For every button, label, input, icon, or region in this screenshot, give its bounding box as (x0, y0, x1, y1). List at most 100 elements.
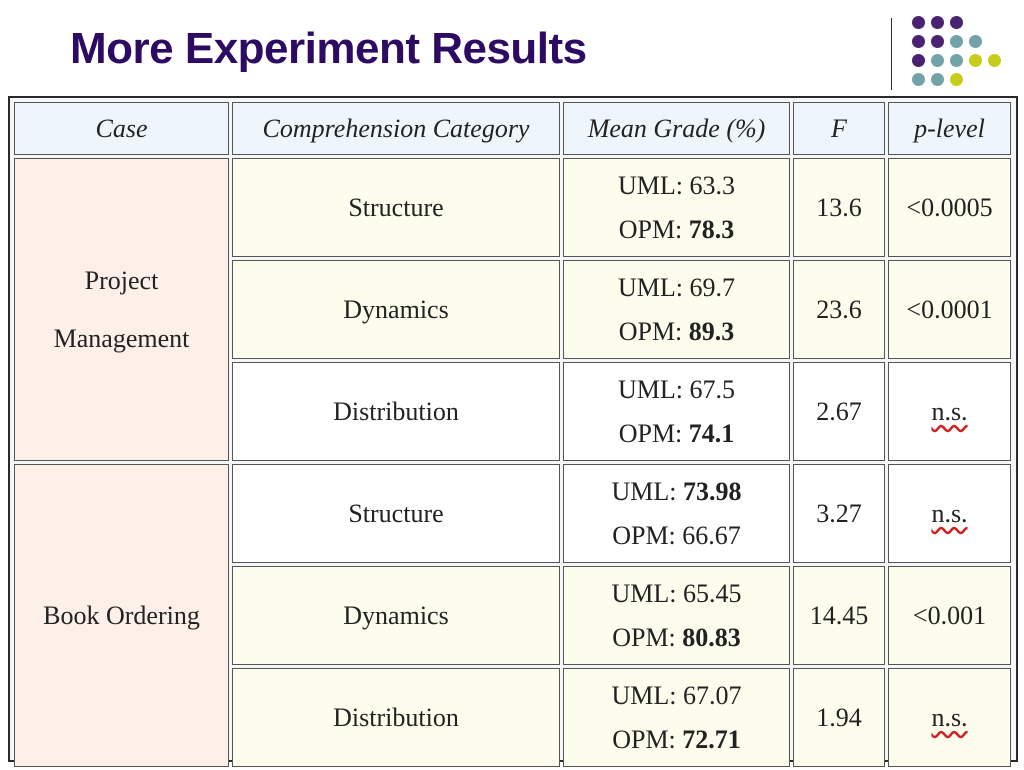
decor-dot (950, 16, 963, 29)
decor-dot (969, 35, 982, 48)
mean-grade-cell: UML: 65.45 OPM: 80.83 (563, 566, 790, 665)
uml-grade-line: UML: 67.07 (564, 674, 789, 718)
category-cell: Distribution (232, 362, 560, 461)
decor-dot (931, 54, 944, 67)
mean-grade-cell: UML: 67.07 OPM: 72.71 (563, 668, 790, 767)
decor-dot (912, 35, 925, 48)
opm-value: 66.67 (682, 520, 741, 550)
mean-grade-cell: UML: 67.5 OPM: 74.1 (563, 362, 790, 461)
slide-title: More Experiment Results (70, 24, 587, 73)
uml-grade-line: UML: 67.5 (564, 368, 789, 412)
decor-dot (912, 73, 925, 86)
case-name-line2: Management (53, 323, 190, 353)
f-value-cell: 14.45 (793, 566, 885, 665)
p-level-cell: <0.001 (888, 566, 1011, 665)
uml-label: UML: (618, 272, 690, 302)
uml-grade-line: UML: 69.7 (564, 266, 789, 310)
uml-grade-line: UML: 65.45 (564, 572, 789, 616)
uml-value: 67.5 (689, 374, 736, 404)
table-row: Project Management Structure UML: 63.3 OPM: … (14, 158, 1011, 461)
p-level-cell: n.s. (888, 668, 1011, 767)
p-level-value: n.s. (931, 498, 968, 528)
uml-value: 73.98 (683, 476, 742, 506)
decor-dot (988, 54, 1001, 67)
header-f: F (793, 102, 885, 155)
opm-label: OPM: (618, 418, 689, 448)
case-name-cell: Book Ordering (14, 464, 229, 767)
category-cell: Structure (232, 158, 560, 257)
mean-grade-cell: UML: 63.3 OPM: 78.3 (563, 158, 790, 257)
f-value-cell: 3.27 (793, 464, 885, 563)
uml-value: 69.7 (689, 272, 736, 302)
p-level-value: <0.0001 (906, 294, 993, 324)
mean-grade-cell: UML: 69.7 OPM: 89.3 (563, 260, 790, 359)
f-value-cell: 23.6 (793, 260, 885, 359)
p-level-value: n.s. (931, 702, 968, 732)
uml-label: UML: (611, 680, 683, 710)
opm-value: 74.1 (688, 418, 735, 448)
table-row: Dynamics UML: 69.7 OPM: 89.3 23.6 <0.0001 (14, 260, 1011, 359)
decor-dot (931, 16, 944, 29)
table-row: Distribution UML: 67.07 OPM: 72.71 1.94 n.s. (14, 668, 1011, 767)
uml-label: UML: (618, 170, 690, 200)
f-value-cell: 1.94 (793, 668, 885, 767)
header-case: Case (14, 102, 229, 155)
opm-value: 78.3 (688, 214, 735, 244)
opm-label: OPM: (612, 622, 683, 652)
category-cell: Distribution (232, 668, 560, 767)
uml-grade-line: UML: 73.98 (564, 470, 789, 514)
decor-dot (950, 54, 963, 67)
opm-label: OPM: (612, 724, 683, 754)
opm-grade-line: OPM: 80.83 (564, 616, 789, 660)
header-mean-grade: Mean Grade (%) (563, 102, 790, 155)
p-level-cell: <0.0005 (888, 158, 1011, 257)
uml-value: 63.3 (689, 170, 736, 200)
opm-value: 89.3 (688, 316, 735, 346)
header-p-level: p-level (888, 102, 1011, 155)
title-divider (891, 18, 892, 90)
p-level-cell: <0.0001 (888, 260, 1011, 359)
opm-grade-line: OPM: 66.67 (564, 514, 789, 558)
decorative-dot-grid (912, 16, 1008, 88)
decor-dot (931, 35, 944, 48)
opm-label: OPM: (618, 214, 689, 244)
opm-label: OPM: (618, 316, 689, 346)
decor-dot (969, 54, 982, 67)
opm-value: 72.71 (682, 724, 741, 754)
decor-dot (931, 73, 944, 86)
opm-grade-line: OPM: 72.71 (564, 718, 789, 762)
uml-label: UML: (611, 476, 683, 506)
f-value-cell: 2.67 (793, 362, 885, 461)
p-level-value: <0.001 (912, 600, 987, 630)
category-cell: Dynamics (232, 566, 560, 665)
category-cell: Dynamics (232, 260, 560, 359)
uml-value: 67.07 (683, 680, 742, 710)
opm-grade-line: OPM: 78.3 (564, 208, 789, 252)
uml-label: UML: (611, 578, 683, 608)
p-level-value: <0.0005 (906, 192, 993, 222)
opm-value: 80.83 (682, 622, 741, 652)
case-name-line1: Project (84, 265, 159, 295)
decor-dot (950, 35, 963, 48)
results-table: Case Comprehension Category Mean Grade (… (11, 99, 1014, 770)
p-level-cell: n.s. (888, 362, 1011, 461)
table-row: Distribution UML: 67.5 OPM: 74.1 2.67 n.s. (14, 362, 1011, 461)
table-row: Dynamics UML: 65.45 OPM: 80.83 14.45 <0.001 (14, 566, 1011, 665)
opm-grade-line: OPM: 89.3 (564, 310, 789, 354)
header-category: Comprehension Category (232, 102, 560, 155)
decor-dot (912, 16, 925, 29)
opm-label: OPM: (612, 520, 683, 550)
mean-grade-cell: UML: 73.98 OPM: 66.67 (563, 464, 790, 563)
uml-label: UML: (618, 374, 690, 404)
opm-grade-line: OPM: 74.1 (564, 412, 789, 456)
header-row: Case Comprehension Category Mean Grade (… (14, 102, 1011, 155)
category-cell: Structure (232, 464, 560, 563)
uml-grade-line: UML: 63.3 (564, 164, 789, 208)
decor-dot (912, 54, 925, 67)
case-name-line1: Book Ordering (43, 600, 200, 630)
p-level-cell: n.s. (888, 464, 1011, 563)
uml-value: 65.45 (683, 578, 742, 608)
decor-dot (950, 73, 963, 86)
case-name-cell: Project Management (14, 158, 229, 461)
f-value-cell: 13.6 (793, 158, 885, 257)
